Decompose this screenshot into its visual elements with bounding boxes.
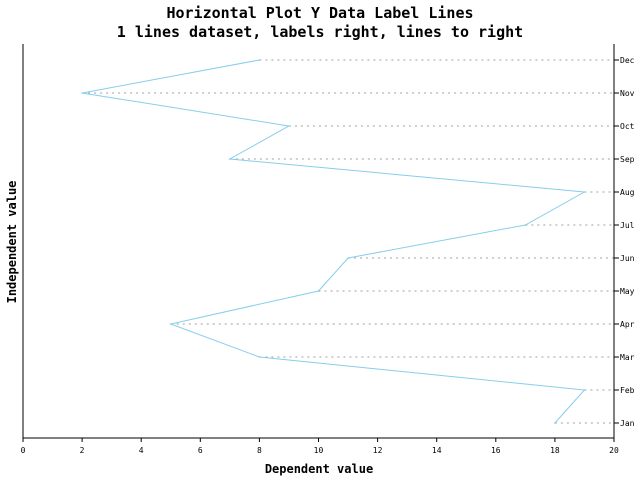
category-label: Jun: [620, 254, 635, 263]
category-label: Jan: [620, 419, 635, 428]
data-point: [258, 356, 261, 358]
x-tick-label: 0: [21, 446, 26, 455]
data-point: [347, 257, 349, 259]
x-tick-label: 12: [373, 446, 383, 455]
category-label: Feb: [620, 386, 635, 395]
x-tick-label: 20: [609, 446, 619, 455]
data-label-lines: [82, 59, 614, 424]
chart-subtitle: 1 lines dataset, labels right, lines to …: [117, 23, 523, 41]
data-point: [583, 389, 586, 391]
category-label: Oct: [620, 122, 635, 131]
data-point: [288, 125, 290, 127]
category-label: Apr: [620, 320, 635, 329]
series-line: [82, 59, 587, 424]
chart-title: Horizontal Plot Y Data Label Lines: [166, 4, 473, 22]
x-tick-label: 2: [80, 446, 85, 455]
category-label: Nov: [620, 89, 635, 98]
data-point: [169, 323, 172, 325]
x-tick-label: 6: [198, 446, 203, 455]
series-group: [81, 59, 587, 424]
data-point: [317, 290, 320, 292]
data-point: [81, 92, 83, 94]
data-point: [524, 224, 527, 226]
data-point: [554, 422, 556, 424]
data-point: [229, 158, 231, 160]
x-axis-title: Dependent value: [265, 462, 373, 476]
data-point: [583, 191, 586, 193]
x-tick-label: 4: [139, 446, 144, 455]
x-tick-label: 10: [314, 446, 324, 455]
category-label: Mar: [620, 353, 635, 362]
data-point: [258, 59, 261, 61]
x-tick-label: 16: [491, 446, 501, 455]
x-axis-ticks: 0 2 4 6 8 10 12 14 16 18 20: [21, 438, 619, 455]
category-label: Jul: [620, 221, 635, 230]
x-tick-label: 8: [257, 446, 262, 455]
category-label: Sep: [620, 155, 635, 164]
x-tick-label: 14: [432, 446, 442, 455]
category-labels: Jan Feb Mar Apr May Jun Jul Aug Sep Oct Nov Dec: [614, 56, 635, 428]
y-axis-title: Independent value: [5, 181, 19, 304]
axes: [22, 44, 615, 439]
category-label: May: [620, 287, 635, 296]
x-tick-label: 18: [550, 446, 560, 455]
category-label: Dec: [620, 56, 635, 65]
category-label: Aug: [620, 188, 635, 197]
